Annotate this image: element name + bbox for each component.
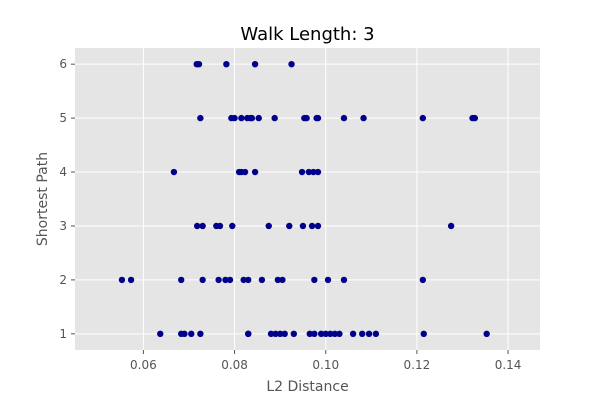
data-point [255, 114, 262, 122]
data-point [226, 276, 234, 284]
data-point [241, 168, 249, 176]
x-tick-label: 0.06 [130, 358, 157, 372]
data-point [181, 330, 188, 338]
x-tick-label: 0.12 [404, 358, 431, 372]
data-point [419, 276, 427, 284]
data-point [276, 330, 284, 338]
data-point [483, 330, 490, 338]
data-point [279, 276, 286, 284]
data-point [245, 276, 252, 284]
data-point [327, 330, 334, 338]
x-tick-label: 0.14 [495, 358, 522, 372]
data-point [420, 330, 427, 338]
x-tick-label: 0.08 [221, 358, 248, 372]
data-point [251, 168, 259, 176]
data-point [308, 222, 316, 230]
data-point [314, 168, 322, 176]
data-point [271, 114, 278, 122]
data-point [365, 330, 373, 338]
data-point [372, 330, 380, 338]
data-point [288, 60, 295, 68]
data-point [272, 330, 279, 338]
data-point [419, 114, 427, 122]
data-point [305, 168, 313, 176]
y-tick-label: 4 [59, 165, 67, 179]
data-point [199, 222, 206, 230]
y-axis-label: Shortest Path [35, 152, 51, 246]
data-point [336, 330, 343, 338]
data-point [447, 222, 455, 230]
axis-ticks: 0.06 0.08 0.10 0.12 0.14 1 2 3 4 5 6 [59, 57, 521, 372]
data-point [258, 276, 266, 284]
data-point [188, 330, 195, 338]
data-point [248, 114, 256, 122]
data-point [471, 114, 479, 122]
data-point [303, 114, 310, 122]
data-point [349, 330, 357, 338]
data-point [178, 276, 185, 284]
x-axis-label: L2 Distance [266, 379, 348, 395]
data-point [118, 276, 126, 284]
data-point [245, 330, 252, 338]
data-point [274, 276, 282, 284]
data-point [251, 60, 259, 68]
data-point [127, 276, 135, 284]
data-point [298, 168, 306, 176]
data-points [118, 60, 490, 338]
data-point [311, 330, 318, 338]
data-point [240, 276, 247, 284]
data-point [231, 114, 238, 122]
data-point [286, 222, 293, 230]
data-point [314, 114, 322, 122]
plot-background [75, 48, 540, 350]
data-point [324, 276, 332, 284]
data-point [322, 330, 329, 338]
data-point [299, 222, 307, 230]
data-point [360, 114, 367, 122]
data-point [216, 222, 224, 230]
y-tick-label: 6 [59, 57, 67, 71]
data-point [306, 330, 313, 338]
data-point [359, 330, 366, 338]
data-point [170, 168, 178, 176]
data-point [281, 330, 288, 338]
data-point [317, 330, 325, 338]
data-point [222, 276, 229, 284]
data-point [197, 114, 204, 122]
data-point [290, 330, 298, 338]
data-point [193, 222, 201, 230]
y-tick-label: 2 [59, 273, 67, 287]
y-tick-label: 1 [59, 327, 67, 341]
data-point [157, 330, 164, 338]
data-point [229, 222, 236, 230]
data-point [331, 330, 339, 338]
data-point [215, 276, 222, 284]
y-tick-label: 3 [59, 219, 67, 233]
data-point [265, 222, 272, 230]
data-point [199, 276, 206, 284]
data-point [223, 60, 230, 68]
chart-title: Walk Length: 3 [240, 24, 374, 45]
data-point [310, 168, 317, 176]
data-point [311, 276, 318, 284]
x-tick-label: 0.10 [312, 358, 339, 372]
data-point [340, 276, 348, 284]
y-tick-label: 5 [59, 111, 67, 125]
data-point [340, 114, 348, 122]
data-point [267, 330, 275, 338]
data-point [197, 330, 204, 338]
data-point [238, 114, 245, 122]
data-point [195, 60, 203, 68]
data-point [314, 222, 322, 230]
